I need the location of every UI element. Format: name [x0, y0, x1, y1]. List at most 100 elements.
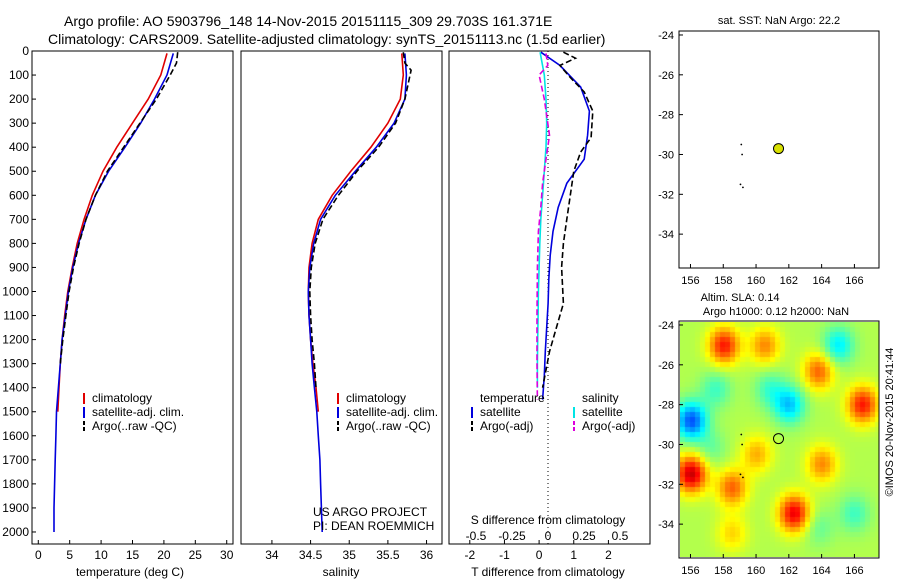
y-tick-label-0: 0 — [22, 44, 29, 58]
legend-label-1: satellite-adj. clim. — [346, 405, 438, 419]
previous-position-1 — [741, 153, 744, 156]
legend-title-salinity: salinity — [582, 391, 619, 405]
sla-heatmap — [680, 322, 879, 557]
lon-tick-label-2: 160 — [747, 275, 765, 287]
y-tick-label-7: 700 — [9, 212, 29, 226]
lat-tick-label-5: -34 — [658, 229, 674, 241]
s-difference-label: S difference from climatology — [471, 513, 626, 527]
previous-position-2 — [739, 183, 742, 186]
sst-map-markers — [739, 143, 785, 189]
legend-label-0: satellite — [480, 405, 521, 419]
previous-position-0 — [740, 143, 743, 146]
y-tick-label-12: 1200 — [2, 333, 29, 347]
x-tick-label-0: 0 — [35, 548, 42, 562]
lat-tick-label-5: -34 — [658, 519, 674, 531]
x-tick-label-2: 35 — [343, 548, 357, 562]
lat-tick-label-3: -30 — [658, 149, 674, 161]
y-tick-label-18: 1800 — [2, 477, 29, 491]
y-tick-label-6: 600 — [9, 188, 29, 202]
sst-map-title: sat. SST: NaN Argo: 22.2 — [718, 15, 840, 27]
salinity-ticks: 34 34.5 35 35.5 36 — [265, 540, 434, 562]
temperature-series — [53, 52, 179, 532]
y-tick-label-1: 100 — [9, 68, 29, 82]
lon-tick-label-2: 160 — [747, 565, 765, 577]
lon-tick-label-5: 166 — [845, 565, 863, 577]
lat-tick-label-4: -32 — [658, 479, 674, 491]
series-line-0 — [540, 51, 591, 400]
salinity-series — [307, 52, 412, 533]
y-tick-label-11: 1100 — [3, 309, 29, 323]
imos-credit: ©IMOS 20-Nov-2015 20:41:44 — [884, 347, 896, 497]
lon-tick-label-4: 164 — [812, 565, 830, 577]
lat-tick-label-2: -28 — [658, 400, 674, 412]
y-tick-label-10: 1000 — [2, 284, 29, 298]
sla-title-line-1: Altim. SLA: 0.14 — [701, 292, 780, 304]
x-tick-label-1: 34.5 — [299, 548, 323, 562]
y-tick-label-13: 1300 — [2, 357, 29, 371]
y-tick-label-2: 200 — [9, 92, 29, 106]
pi-annotation: PI: DEAN ROEMMICH — [313, 519, 434, 533]
previous-position-3 — [742, 476, 744, 479]
lon-tick-label-3: 162 — [780, 275, 798, 287]
y-tick-label-5: 500 — [9, 164, 29, 178]
lat-tick-label-3: -30 — [658, 439, 674, 451]
lat-tick-label-4: -32 — [658, 189, 674, 201]
legend-label-0: climatology — [92, 391, 152, 405]
x-tick-label-4: 20 — [157, 548, 171, 562]
temperature-panel: 0100200300400500600700800900100011001200… — [2, 44, 233, 579]
x-tick-label-4: 36 — [420, 548, 434, 562]
legend-label-2: satellite — [582, 405, 623, 419]
sla-title-line-2: Argo h1000: 0.12 h2000: NaN — [703, 306, 849, 318]
sla-map-panel: Altim. SLA: 0.14 Argo h1000: 0.12 h2000:… — [658, 292, 880, 577]
x-tick-label-0: -2 — [464, 548, 475, 562]
argo-position-marker — [773, 143, 785, 155]
title-line-1: Argo profile: AO 5903796_148 14-Nov-2015… — [64, 13, 552, 29]
lat-tick-label-1: -26 — [658, 360, 674, 372]
legend-label-2: Argo(..raw -QC) — [346, 419, 431, 433]
title-line-2: Climatology: CARS2009. Satellite-adjuste… — [48, 31, 605, 47]
x-tick-label-1: 5 — [66, 548, 73, 562]
y-tick-label-15: 1500 — [2, 405, 29, 419]
difference-axes — [448, 50, 651, 545]
s-tick-label-0: -0.5 — [466, 529, 487, 543]
sla-map-axes — [678, 320, 880, 559]
s-tick-label-3: 0.25 — [572, 529, 596, 543]
x-tick-label-1: -1 — [499, 548, 510, 562]
temperature-axes — [31, 50, 234, 545]
y-tick-label-3: 300 — [9, 116, 29, 130]
sla-map-markers — [739, 433, 785, 479]
y-tick-label-4: 400 — [9, 140, 29, 154]
series-line-1 — [307, 53, 408, 533]
s-difference-ticks: -0.5 -0.25 0 0.25 0.5 — [466, 529, 629, 543]
legend-label-1: satellite-adj. clim. — [92, 405, 184, 419]
project-annotation: US ARGO PROJECT — [313, 505, 428, 519]
series-line-0 — [307, 53, 405, 412]
salinity-axes — [240, 50, 443, 545]
x-tick-label-2: 10 — [94, 548, 108, 562]
x-tick-label-3: 15 — [126, 548, 140, 562]
lon-tick-label-4: 164 — [812, 275, 830, 287]
lat-tick-label-0: -24 — [658, 30, 674, 42]
sst-map-panel: sat. SST: NaN Argo: 22.2 156 158 160 162 164… — [658, 15, 880, 287]
x-tick-label-2: 0 — [536, 548, 543, 562]
sla-map-ticks: 156 158 160 162 164 166 -24 -26 -28 -30 -32 -34 — [658, 320, 863, 577]
x-tick-label-0: 34 — [265, 548, 279, 562]
lon-tick-label-1: 158 — [714, 275, 732, 287]
lat-tick-label-0: -24 — [658, 320, 674, 332]
sst-map-ticks: 156 158 160 162 164 166 -24 -26 -28 -30 -32 -34 — [658, 30, 863, 287]
y-tick-label-16: 1600 — [2, 429, 29, 443]
previous-position-3 — [742, 186, 744, 189]
lon-tick-label-1: 158 — [714, 565, 732, 577]
x-tick-label-4: 2 — [605, 548, 612, 562]
lon-tick-label-3: 162 — [780, 565, 798, 577]
t-difference-ticks: -2 -1 0 1 2 — [464, 540, 612, 562]
series-line-1 — [53, 53, 175, 532]
lat-tick-label-2: -28 — [658, 110, 674, 122]
t-difference-xlabel: T difference from climatology — [471, 565, 625, 579]
previous-position-1 — [741, 443, 744, 446]
depth-ticks: 0 100 200 300 400 500 600 700 800 900 1000 1100 1200… — [2, 44, 36, 539]
series-line-1 — [541, 51, 594, 388]
series-line-2 — [308, 52, 412, 388]
legend-label-0: climatology — [346, 391, 406, 405]
